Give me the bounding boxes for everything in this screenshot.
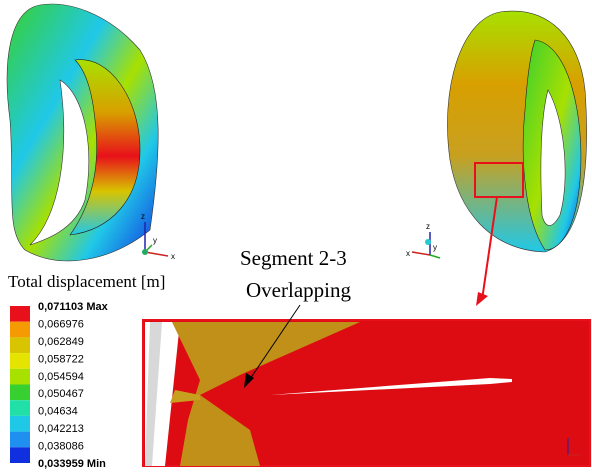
legend-label: 0,033959 Min [38,458,106,470]
legend-band [10,353,30,369]
legend-band [10,306,30,322]
axis-label: z [426,222,430,231]
axis-label: z [141,212,145,221]
legend-label: 0,042213 [38,423,84,435]
legend-label: 0,054594 [38,371,84,383]
legend: 0,071103 Max 0,066976 0,062849 0,058722 0,05… [10,301,109,470]
axis-label: x [171,252,175,261]
legend-label: 0,058722 [38,353,84,365]
legend-band [10,385,30,401]
legend-band [10,432,30,448]
legend-label: 0,038086 [38,441,84,453]
legend-band [10,322,30,338]
legend-band [10,416,30,432]
figure: z y x z y x Segment 2-3 Overlapping Tota… [0,0,592,474]
axis-label: y [153,236,157,245]
arrow-head [476,292,488,306]
right-ring [447,11,586,306]
triad-right: z y x [406,222,440,258]
legend-label: 0,050467 [38,388,84,400]
legend-label: 0,062849 [38,336,84,348]
annotation: Segment 2-3 [240,246,347,270]
zoom-panel [143,305,590,466]
axis-label: x [406,249,410,258]
legend-label: 0,04634 [38,406,78,418]
legend-label: 0,071103 Max [38,301,109,313]
legend-band [10,400,30,416]
legend-band [10,337,30,353]
left-ring [7,4,158,261]
legend-label: 0,066976 [38,318,84,330]
legend-band [10,369,30,385]
annotation: Overlapping [246,278,351,302]
axis-label: y [433,243,437,252]
legend-title: Total displacement [m] [8,272,165,291]
legend-band [10,447,30,463]
